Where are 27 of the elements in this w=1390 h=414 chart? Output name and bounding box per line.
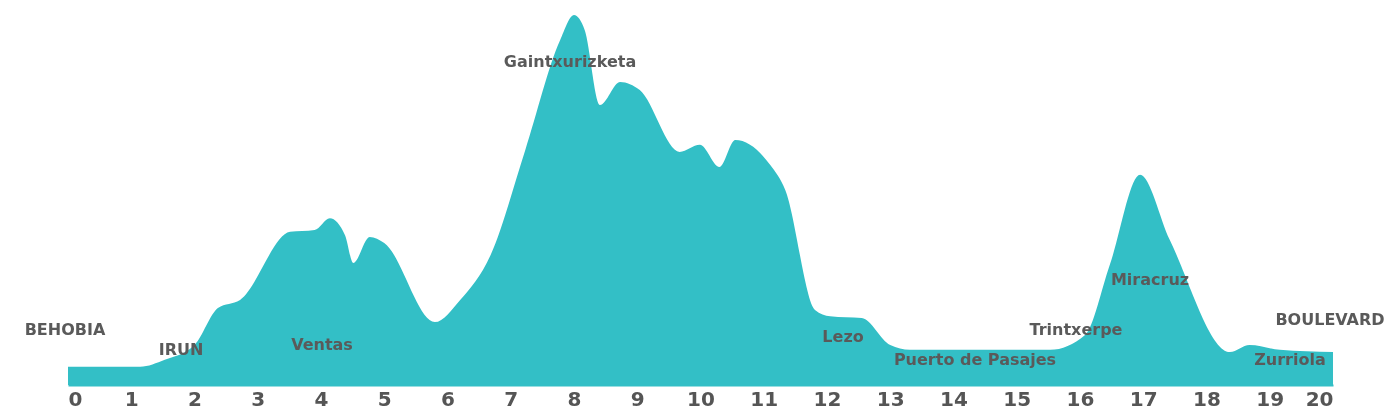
x-tick-label: 3 — [251, 386, 266, 411]
x-tick-label: 10 — [687, 386, 715, 411]
x-tick-label: 19 — [1256, 386, 1285, 411]
x-tick-label: 8 — [567, 386, 582, 411]
annotation: Puerto de Pasajes — [893, 350, 1057, 369]
annotation: BOULEVARD — [1275, 310, 1385, 329]
x-tick-label: 17 — [1129, 386, 1158, 411]
annotation: Ventas — [291, 335, 353, 354]
x-tick-label: 14 — [940, 386, 968, 411]
x-tick-label: 16 — [1066, 386, 1095, 411]
annotation: Zurriola — [1254, 350, 1326, 369]
x-tick-label: 7 — [504, 386, 519, 411]
x-tick-label: 12 — [813, 386, 842, 411]
annotation: Lezo — [822, 327, 864, 346]
x-tick-label: 15 — [1003, 386, 1032, 411]
x-tick-label: 2 — [188, 386, 202, 411]
x-tick-label: 0 — [68, 386, 83, 411]
x-tick-label: 4 — [314, 386, 329, 411]
x-tick-label: 1 — [124, 386, 139, 411]
x-tick-label: 20 — [1305, 386, 1334, 411]
x-tick-label: 18 — [1193, 386, 1221, 411]
x-tick-label: 11 — [750, 386, 779, 411]
x-tick-label: 5 — [377, 386, 392, 411]
x-tick-label: 13 — [876, 386, 905, 411]
annotation: BEHOBIA — [24, 320, 106, 339]
x-tick-label: 6 — [441, 386, 455, 411]
x-tick-label: 9 — [630, 386, 645, 411]
